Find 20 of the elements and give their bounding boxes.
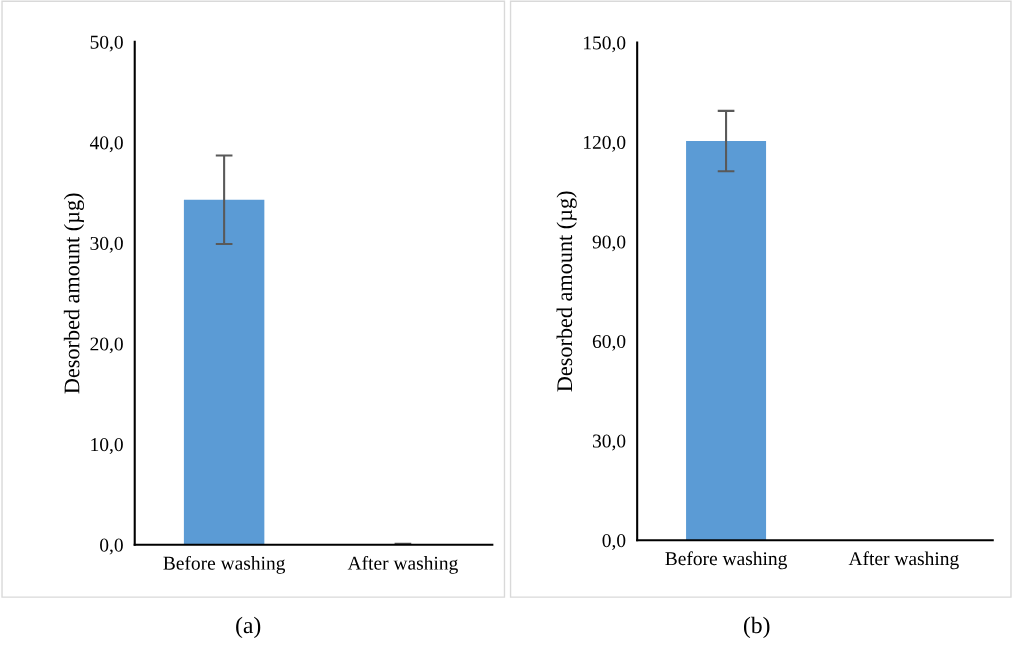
y-tick-label: 40,0 <box>89 136 123 153</box>
y-tick-label: 0,0 <box>100 538 123 555</box>
y-axis-title: Desorbed amount (µg) <box>63 193 85 394</box>
y-tick-label: 50,0 <box>90 35 123 52</box>
y-tick-label: 30,0 <box>592 434 626 451</box>
y-tick-label: 150,0 <box>584 36 626 53</box>
y-axis-title: Desorbed amount (µg) <box>556 191 577 392</box>
y-tick-label: 90,0 <box>592 235 626 252</box>
x-tick-label: Before washing <box>665 551 787 570</box>
y-tick-label: 60,0 <box>592 334 626 351</box>
text: (b) <box>743 616 770 639</box>
y-tick-label: 30,0 <box>90 236 123 253</box>
x-tick-label: Before washing <box>163 555 286 574</box>
text: (a) <box>236 616 261 639</box>
x-tick-label: After washing <box>347 555 458 574</box>
y-tick-label: 20,0 <box>90 337 123 354</box>
y-tick-label: 10,0 <box>91 438 123 454</box>
y-tick-label: 0,0 <box>602 534 626 550</box>
y-tick-label: 120,0 <box>584 135 626 152</box>
x-tick-label: After washing <box>848 551 959 570</box>
